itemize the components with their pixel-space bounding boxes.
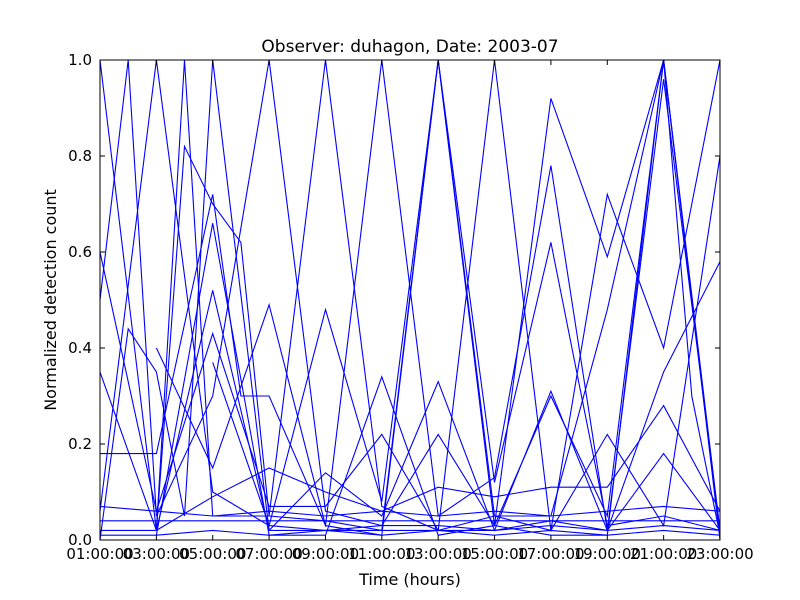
series-line-13 bbox=[212, 362, 721, 531]
x-tick-label: 23:00:00 bbox=[686, 545, 753, 563]
series-line-12 bbox=[156, 404, 721, 531]
y-tick-label: 0.0 bbox=[68, 531, 92, 549]
series-line-11 bbox=[99, 505, 721, 517]
x-tick-label: 03:00:00 bbox=[123, 545, 190, 563]
x-tick-label: 11:00:00 bbox=[348, 545, 415, 563]
series-line-10 bbox=[100, 529, 721, 536]
x-tick-label: 09:00:00 bbox=[292, 545, 359, 563]
series-line-6 bbox=[99, 59, 721, 541]
x-axis-ticks: 01:00:0003:00:0005:00:0007:00:0009:00:00… bbox=[66, 60, 754, 563]
y-tick-label: 0.2 bbox=[68, 435, 92, 453]
y-tick-label: 1.0 bbox=[68, 51, 92, 69]
x-tick-label: 15:00:00 bbox=[461, 545, 528, 563]
chart-title: Observer: duhagon, Date: 2003-07 bbox=[261, 37, 558, 57]
series-line-3 bbox=[99, 59, 721, 532]
y-tick-label: 0.6 bbox=[68, 243, 92, 261]
y-axis-ticks: 0.0 0.2 0.4 0.6 0.8 1.0 bbox=[68, 51, 720, 549]
series-line-7 bbox=[99, 59, 721, 532]
x-tick-label: 19:00:00 bbox=[574, 545, 641, 563]
x-tick-label: 13:00:00 bbox=[404, 545, 471, 563]
plot-frame bbox=[99, 59, 721, 541]
x-tick-label: 01:00:00 bbox=[66, 545, 133, 563]
x-tick-label: 07:00:00 bbox=[235, 545, 302, 563]
y-tick-label: 0.8 bbox=[68, 147, 92, 165]
x-tick-label: 17:00:00 bbox=[517, 545, 584, 563]
x-tick-label: 05:00:00 bbox=[179, 545, 246, 563]
x-tick-label: 21:00:00 bbox=[630, 545, 697, 563]
y-tick-label: 0.4 bbox=[68, 339, 92, 357]
series-line-15 bbox=[100, 290, 721, 531]
x-axis-label: Time (hours) bbox=[358, 570, 461, 589]
y-axis-label: Normalized detection count bbox=[41, 189, 60, 411]
